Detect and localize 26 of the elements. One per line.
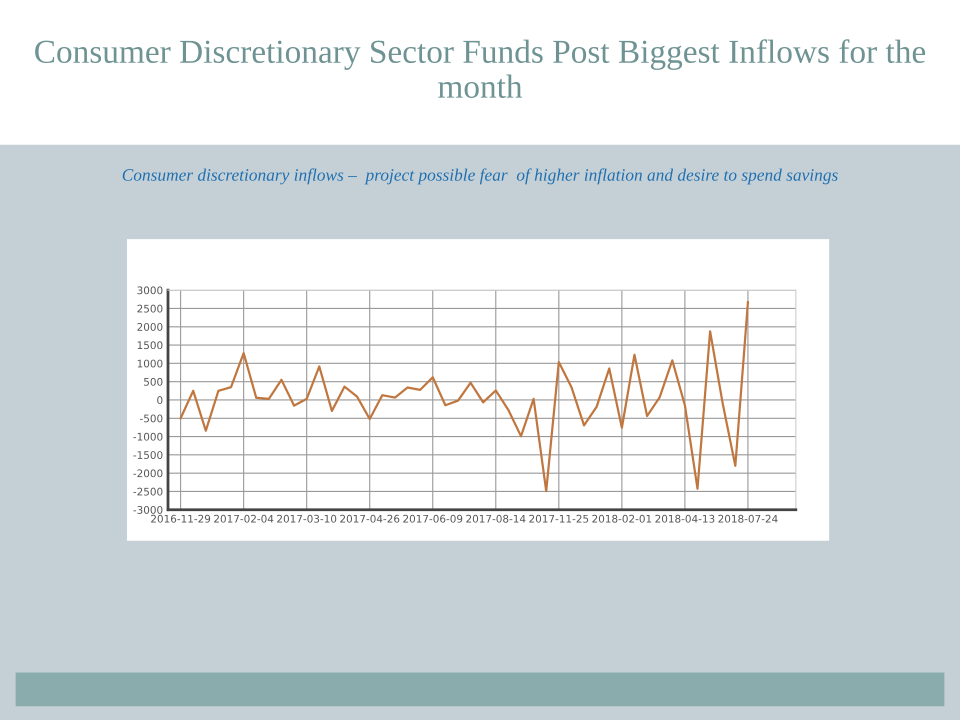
y-tick-label: 1500 bbox=[138, 341, 162, 350]
y-tick-label: -3000 bbox=[133, 506, 162, 514]
y-tick-label: -1000 bbox=[133, 432, 162, 441]
y-tick-label: 3000 bbox=[137, 286, 162, 294]
x-tick-label: 2017-02-04 bbox=[214, 514, 274, 523]
x-tick-label: 2017-11-25 bbox=[529, 514, 588, 523]
x-tick-label: 2017-06-09 bbox=[403, 514, 462, 523]
y-tick-label: 1000 bbox=[138, 360, 162, 368]
y-tick-label: 0 bbox=[157, 396, 162, 404]
y-tick-label: 2500 bbox=[137, 304, 162, 313]
x-tick-label: 2016-11-29 bbox=[151, 514, 210, 523]
x-tick-label: 2018-02-01 bbox=[592, 514, 652, 523]
line-series bbox=[179, 301, 750, 492]
y-tick-label: -2000 bbox=[133, 469, 162, 478]
x-tick-label: 2017-08-14 bbox=[466, 514, 526, 523]
x-tick-label: 2017-04-26 bbox=[340, 514, 400, 523]
y-tick-label: 500 bbox=[144, 378, 162, 386]
chart-title: Consumer Discretionary Sector Funds Post Biggest Inflows for the month bbox=[35, 39, 926, 98]
x-tick-label: 2017-03-10 bbox=[277, 514, 336, 523]
y-tick-label: -1500 bbox=[133, 451, 162, 459]
x-tick-label: 2018-07-24 bbox=[718, 514, 778, 523]
y-tick-label: -500 bbox=[140, 414, 162, 422]
x-tick-label: 2018-04-13 bbox=[655, 514, 714, 523]
y-tick-label: 2000 bbox=[137, 322, 162, 331]
chart-subtitle: Consumer discretionary inflows – project possible fear of higher inflation and desire to spend savings bbox=[122, 168, 838, 184]
y-tick-label: -2500 bbox=[133, 488, 162, 496]
